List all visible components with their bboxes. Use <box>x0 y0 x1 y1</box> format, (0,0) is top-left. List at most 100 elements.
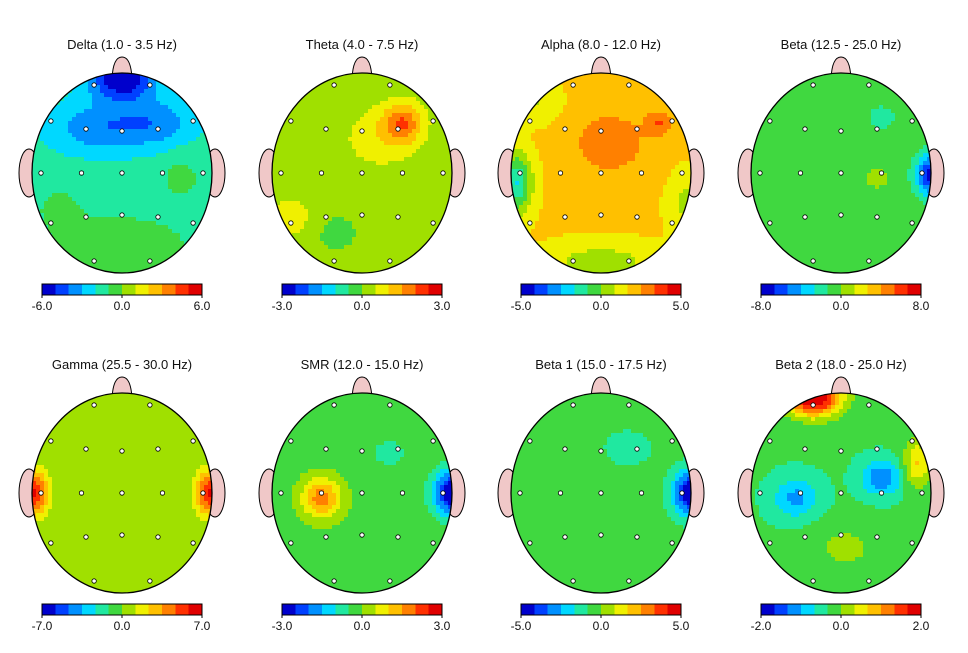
scale-tick-label: -5.0 <box>511 619 532 633</box>
scale-tick-label: 0.0 <box>114 299 131 313</box>
scale-tick-label: -5.0 <box>511 299 532 313</box>
color-scale-bar: -5.0 0.0 5.0 <box>511 603 690 633</box>
electrode-fz <box>359 128 365 134</box>
scale-tick-label: 2.0 <box>913 619 930 633</box>
electrode-c4 <box>399 170 406 176</box>
electrode-t4 <box>679 490 685 496</box>
electrode-f8 <box>190 118 196 124</box>
scale-tick-label: 0.0 <box>833 619 850 633</box>
electrode-p3 <box>83 214 89 220</box>
electrode-cz <box>598 170 604 176</box>
electrode-t6 <box>430 220 436 226</box>
electrode-p3 <box>562 214 568 220</box>
topomap-panel-6: SMR (12.0 - 15.0 Hz) -3.0 0.0 3.0 <box>258 357 466 633</box>
electrode-fz <box>119 128 125 134</box>
electrode-fp2 <box>387 402 393 408</box>
electrode-c4 <box>159 490 166 496</box>
electrode-t3 <box>757 490 763 496</box>
electrode-o1 <box>810 578 816 584</box>
scale-tick-label: 0.0 <box>593 299 610 313</box>
electrode-f4 <box>155 446 161 452</box>
electrode-t3 <box>757 170 763 176</box>
electrode-pz <box>598 532 604 538</box>
heatmap-field <box>32 393 212 593</box>
electrode-f3 <box>802 126 808 132</box>
map-title: Gamma (25.5 - 30.0 Hz) <box>52 357 192 372</box>
head-outline <box>750 392 932 594</box>
electrode-t5 <box>288 220 294 226</box>
electrode-f7 <box>288 118 294 124</box>
electrode-f4 <box>634 126 640 132</box>
electrode-f7 <box>48 438 54 444</box>
electrode-t6 <box>669 220 675 226</box>
electrode-cz <box>359 490 365 496</box>
electrode-o2 <box>387 578 393 584</box>
electrode-t5 <box>48 220 54 226</box>
electrode-f4 <box>395 446 401 452</box>
electrode-o1 <box>570 578 576 584</box>
electrode-t5 <box>767 220 773 226</box>
electrode-t3 <box>517 170 523 176</box>
electrode-fp2 <box>387 82 393 88</box>
electrode-o2 <box>866 258 872 264</box>
electrode-o2 <box>387 258 393 264</box>
head-outline <box>510 72 692 274</box>
electrode-p4 <box>395 214 401 220</box>
map-title: Beta 2 (18.0 - 25.0 Hz) <box>775 357 907 372</box>
electrode-p4 <box>155 214 161 220</box>
electrode-f8 <box>669 438 675 444</box>
map-title: SMR (12.0 - 15.0 Hz) <box>301 357 424 372</box>
electrode-cz <box>359 170 365 176</box>
scale-tick-label: -7.0 <box>32 619 53 633</box>
electrode-o2 <box>147 258 153 264</box>
electrode-c4 <box>159 170 166 176</box>
electrode-p4 <box>155 534 161 540</box>
electrode-t5 <box>767 540 773 546</box>
electrode-fp2 <box>626 82 632 88</box>
electrode-t3 <box>38 490 44 496</box>
electrode-pz <box>838 532 844 538</box>
electrode-o1 <box>91 578 97 584</box>
electrode-pz <box>598 212 604 218</box>
electrode-c4 <box>638 170 645 176</box>
color-scale-bar: -2.0 0.0 2.0 <box>751 603 930 633</box>
electrode-fp1 <box>91 402 97 408</box>
electrode-f4 <box>634 446 640 452</box>
scale-tick-label: 7.0 <box>194 619 211 633</box>
electrode-c4 <box>638 490 645 496</box>
scale-tick-label: 0.0 <box>833 299 850 313</box>
head-outline <box>31 392 213 594</box>
color-scale-bar: -5.0 0.0 5.0 <box>511 283 690 313</box>
electrode-t5 <box>527 540 533 546</box>
electrode-pz <box>119 212 125 218</box>
electrode-fp2 <box>866 82 872 88</box>
electrode-t4 <box>200 490 206 496</box>
electrode-o2 <box>626 258 632 264</box>
electrode-c3 <box>318 490 325 496</box>
electrode-t4 <box>679 170 685 176</box>
electrode-pz <box>359 212 365 218</box>
scale-tick-label: 0.0 <box>593 619 610 633</box>
scale-tick-label: 5.0 <box>673 619 690 633</box>
scale-tick-label: 0.0 <box>354 619 371 633</box>
electrode-t6 <box>190 220 196 226</box>
electrode-fp1 <box>570 402 576 408</box>
electrode-f3 <box>802 446 808 452</box>
electrode-c3 <box>318 170 325 176</box>
electrode-fz <box>838 448 844 454</box>
electrode-fp2 <box>147 402 153 408</box>
electrode-fp1 <box>810 82 816 88</box>
electrode-fp2 <box>866 402 872 408</box>
color-scale-bar: -3.0 0.0 3.0 <box>272 283 451 313</box>
head-outline <box>271 72 453 274</box>
electrode-fz <box>838 128 844 134</box>
head-outline <box>31 72 213 274</box>
electrode-cz <box>838 490 844 496</box>
electrode-cz <box>838 170 844 176</box>
electrode-p3 <box>802 534 808 540</box>
electrode-f3 <box>562 446 568 452</box>
topomap-panel-1: Delta (1.0 - 3.5 Hz) -6.0 0.0 6.0 <box>18 37 226 313</box>
electrode-o1 <box>570 258 576 264</box>
head-outline <box>510 392 692 594</box>
electrode-f3 <box>83 446 89 452</box>
